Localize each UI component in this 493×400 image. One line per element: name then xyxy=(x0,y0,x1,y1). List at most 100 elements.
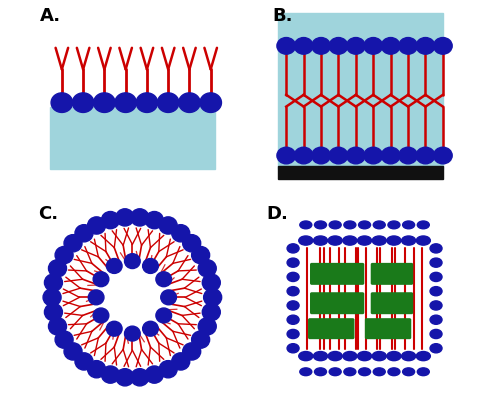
Ellipse shape xyxy=(202,304,220,321)
Ellipse shape xyxy=(183,235,201,252)
Ellipse shape xyxy=(145,212,163,229)
Ellipse shape xyxy=(358,368,371,376)
Ellipse shape xyxy=(106,258,122,274)
Bar xyxy=(279,166,443,179)
Ellipse shape xyxy=(116,209,134,226)
Ellipse shape xyxy=(287,301,299,310)
Ellipse shape xyxy=(403,368,415,376)
Ellipse shape xyxy=(433,147,452,164)
Ellipse shape xyxy=(161,290,176,305)
Ellipse shape xyxy=(343,352,357,361)
Ellipse shape xyxy=(116,369,134,386)
Ellipse shape xyxy=(430,344,442,353)
Ellipse shape xyxy=(416,38,435,54)
Ellipse shape xyxy=(344,221,356,229)
Text: C.: C. xyxy=(38,205,59,223)
Ellipse shape xyxy=(106,321,122,336)
Ellipse shape xyxy=(314,236,327,245)
Ellipse shape xyxy=(294,38,313,54)
Ellipse shape xyxy=(93,308,109,323)
Ellipse shape xyxy=(328,352,342,361)
Ellipse shape xyxy=(416,236,430,245)
Ellipse shape xyxy=(44,274,63,291)
Ellipse shape xyxy=(131,209,149,226)
Ellipse shape xyxy=(312,38,330,54)
Ellipse shape xyxy=(417,221,429,229)
Ellipse shape xyxy=(364,38,383,54)
Ellipse shape xyxy=(277,147,295,164)
Ellipse shape xyxy=(142,258,158,274)
Ellipse shape xyxy=(388,368,400,376)
Ellipse shape xyxy=(159,217,177,234)
Ellipse shape xyxy=(142,321,158,336)
Ellipse shape xyxy=(48,260,67,277)
Ellipse shape xyxy=(358,221,371,229)
Ellipse shape xyxy=(125,254,140,268)
FancyBboxPatch shape xyxy=(311,293,363,314)
Ellipse shape xyxy=(388,221,400,229)
Ellipse shape xyxy=(183,343,201,360)
Text: D.: D. xyxy=(267,205,288,223)
Ellipse shape xyxy=(277,38,295,54)
Ellipse shape xyxy=(55,246,73,264)
Ellipse shape xyxy=(145,366,163,383)
Ellipse shape xyxy=(402,236,416,245)
Ellipse shape xyxy=(328,236,342,245)
Ellipse shape xyxy=(51,93,72,112)
Ellipse shape xyxy=(372,236,387,245)
FancyBboxPatch shape xyxy=(311,264,363,284)
Ellipse shape xyxy=(287,258,299,267)
Ellipse shape xyxy=(287,244,299,253)
Ellipse shape xyxy=(287,272,299,282)
Ellipse shape xyxy=(172,353,190,370)
Ellipse shape xyxy=(329,147,348,164)
Ellipse shape xyxy=(416,352,430,361)
Ellipse shape xyxy=(72,93,94,112)
Ellipse shape xyxy=(364,147,383,164)
Ellipse shape xyxy=(136,93,158,112)
Bar xyxy=(279,12,443,169)
Ellipse shape xyxy=(172,225,190,242)
Ellipse shape xyxy=(357,352,372,361)
Ellipse shape xyxy=(88,361,106,378)
FancyBboxPatch shape xyxy=(309,319,354,338)
Ellipse shape xyxy=(287,287,299,296)
Ellipse shape xyxy=(287,315,299,324)
Ellipse shape xyxy=(329,368,341,376)
Ellipse shape xyxy=(357,236,372,245)
Ellipse shape xyxy=(102,366,119,383)
Ellipse shape xyxy=(430,315,442,324)
Ellipse shape xyxy=(347,147,365,164)
Ellipse shape xyxy=(347,38,365,54)
Ellipse shape xyxy=(131,369,149,386)
Ellipse shape xyxy=(343,236,357,245)
FancyBboxPatch shape xyxy=(371,264,413,284)
Ellipse shape xyxy=(300,368,312,376)
Ellipse shape xyxy=(373,221,385,229)
Ellipse shape xyxy=(43,289,61,306)
Ellipse shape xyxy=(159,361,177,378)
Ellipse shape xyxy=(312,147,330,164)
Ellipse shape xyxy=(299,236,313,245)
Ellipse shape xyxy=(202,274,220,291)
Ellipse shape xyxy=(198,318,216,335)
Ellipse shape xyxy=(430,330,442,338)
Ellipse shape xyxy=(115,93,137,112)
Ellipse shape xyxy=(44,304,63,321)
Ellipse shape xyxy=(314,352,327,361)
Ellipse shape xyxy=(399,147,418,164)
Ellipse shape xyxy=(387,236,401,245)
Ellipse shape xyxy=(88,217,106,234)
Ellipse shape xyxy=(204,289,222,306)
Ellipse shape xyxy=(94,93,115,112)
Ellipse shape xyxy=(430,244,442,253)
Ellipse shape xyxy=(102,212,119,229)
Ellipse shape xyxy=(287,330,299,338)
Ellipse shape xyxy=(403,221,415,229)
Text: B.: B. xyxy=(273,7,293,25)
Ellipse shape xyxy=(373,368,385,376)
Ellipse shape xyxy=(198,260,216,277)
Ellipse shape xyxy=(287,344,299,353)
Ellipse shape xyxy=(48,318,67,335)
Ellipse shape xyxy=(416,147,435,164)
